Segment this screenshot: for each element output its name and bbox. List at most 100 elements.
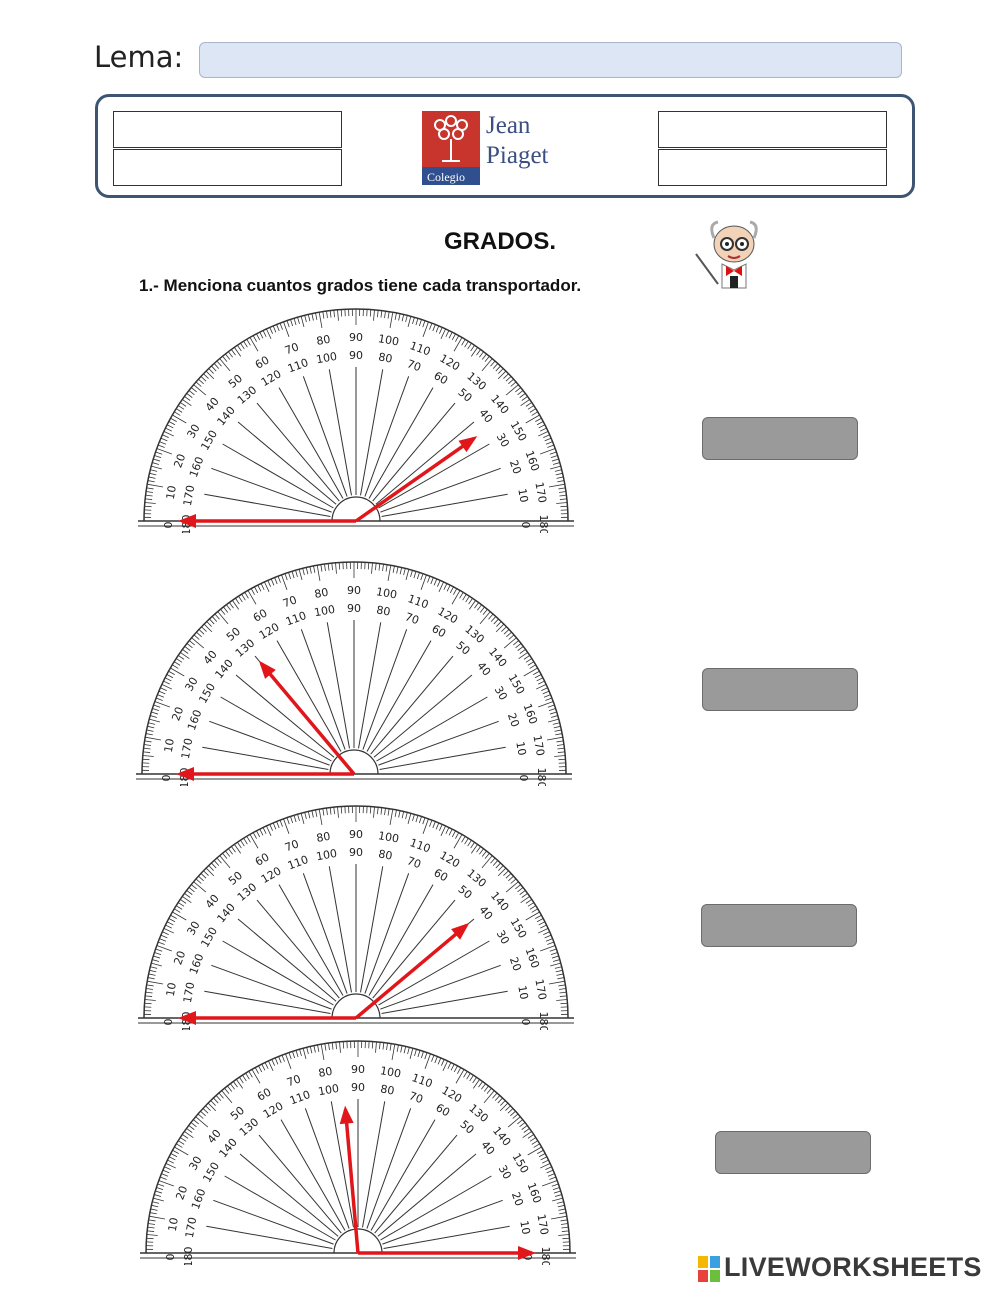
protractor-inner-label: 40 xyxy=(478,1139,497,1158)
protractor-outer-label: 40 xyxy=(205,1127,224,1146)
protractor-inner-label: 10 xyxy=(517,1220,532,1236)
protractor-outer-label: 0 xyxy=(162,1019,175,1026)
header-box xyxy=(95,94,915,198)
protractor-outer-label: 90 xyxy=(349,828,363,841)
protractor-inner-label: 170 xyxy=(181,981,197,1004)
protractor-inner-label: 170 xyxy=(179,737,195,760)
protractor-inner-label: 40 xyxy=(474,660,493,679)
angle-ray xyxy=(354,924,468,1020)
protractor-outer-label: 100 xyxy=(377,332,400,348)
protractor-outer-label: 20 xyxy=(171,452,188,470)
protractor-outer-label: 0 xyxy=(160,775,173,782)
protractor-inner-label: 180 xyxy=(182,1247,195,1266)
right-top-field[interactable] xyxy=(658,111,887,148)
lema-input[interactable] xyxy=(199,42,902,78)
protractor-inner-label: 20 xyxy=(509,1190,526,1208)
protractor-inner-label: 90 xyxy=(349,846,363,859)
arrow-head-icon xyxy=(339,1105,354,1125)
protractor-1: 0180101702016030150401405013060120701108… xyxy=(138,308,574,533)
protractor-outer-label: 80 xyxy=(313,586,329,601)
protractor-inner-label: 70 xyxy=(403,610,421,627)
protractor-outer-label: 60 xyxy=(255,1085,274,1103)
protractor-outer-label: 80 xyxy=(315,333,331,348)
protractor-inner-label: 150 xyxy=(198,925,220,950)
protractor-inner-label: 100 xyxy=(313,603,336,619)
protractor-inner-label: 20 xyxy=(507,458,524,476)
protractor-outer-label: 90 xyxy=(349,331,363,344)
right-bottom-field[interactable] xyxy=(658,149,887,186)
protractor-inner-label: 0 xyxy=(519,522,532,529)
left-bottom-field[interactable] xyxy=(113,149,342,186)
protractor-inner-label: 150 xyxy=(200,1160,222,1185)
arrow-head-icon xyxy=(451,922,470,940)
protractor-inner-label: 50 xyxy=(453,639,472,658)
protractor-outer-label: 180 xyxy=(537,1012,550,1031)
protractor-outer-label: 30 xyxy=(186,1154,204,1173)
protractor-outer-label: 10 xyxy=(164,484,179,500)
protractor-outer-label: 110 xyxy=(408,836,432,855)
protractor-outer-label: 50 xyxy=(224,625,243,644)
protractor-outer-label: 70 xyxy=(285,1072,303,1089)
answer-box-1[interactable] xyxy=(702,417,858,460)
answer-box-2[interactable] xyxy=(702,668,858,711)
protractor-outer-label: 170 xyxy=(530,734,546,757)
protractor-outer-label: 40 xyxy=(203,892,222,911)
protractor-inner-label: 90 xyxy=(347,602,361,615)
protractor-inner-label: 160 xyxy=(187,952,206,976)
protractor-outer-label: 10 xyxy=(164,981,179,997)
protractor-outer-label: 40 xyxy=(201,648,220,667)
answer-box-4[interactable] xyxy=(715,1131,871,1174)
liveworksheets-logo-icon xyxy=(698,1256,720,1282)
protractor-inner-label: 100 xyxy=(315,847,338,863)
protractor-inner-label: 160 xyxy=(185,708,204,732)
school-logo: Colegio Jean Piaget xyxy=(422,111,549,185)
logo-line1: Jean xyxy=(486,112,531,139)
protractor-inner-label: 0 xyxy=(517,775,530,782)
angle-ray xyxy=(354,436,475,523)
logo-line2: Piaget xyxy=(486,142,549,169)
arrow-head-icon xyxy=(178,514,196,528)
protractor-outer-label: 100 xyxy=(375,585,398,601)
arrow-head-icon xyxy=(458,436,478,453)
protractor-inner-label: 160 xyxy=(187,455,206,479)
logo-caption: Colegio xyxy=(427,170,465,184)
protractor-outer-label: 20 xyxy=(171,949,188,967)
protractor-outer-label: 60 xyxy=(253,353,272,371)
page-title: GRADOS. xyxy=(443,228,556,255)
protractor-inner-label: 50 xyxy=(455,386,474,405)
protractor-outer-label: 110 xyxy=(406,592,430,611)
protractor-3: 0180101702016030150401405013060120701108… xyxy=(138,805,574,1031)
protractor-outer-label: 110 xyxy=(408,339,432,358)
protractor-inner-label: 110 xyxy=(288,1088,312,1107)
professor-mascot-icon xyxy=(695,220,758,289)
protractor-inner-label: 60 xyxy=(431,369,450,387)
protractor-inner-label: 100 xyxy=(317,1082,340,1098)
protractor-inner-label: 110 xyxy=(286,853,310,872)
protractor-inner-label: 10 xyxy=(513,741,528,757)
angle-ray xyxy=(260,662,356,776)
protractor-outer-label: 70 xyxy=(283,837,301,854)
protractor-inner-label: 150 xyxy=(198,428,220,453)
protractor-outer-label: 50 xyxy=(228,1104,247,1123)
protractor-inner-label: 150 xyxy=(196,681,218,706)
protractor-inner-label: 30 xyxy=(496,1163,514,1182)
protractor-inner-label: 10 xyxy=(515,985,530,1001)
left-top-field[interactable] xyxy=(113,111,342,148)
protractor-outer-label: 0 xyxy=(164,1254,177,1261)
protractor-outer-label: 180 xyxy=(535,768,548,787)
arrow-head-icon xyxy=(176,767,194,781)
answer-box-3[interactable] xyxy=(701,904,857,947)
protractor-outer-label: 160 xyxy=(524,1181,543,1205)
protractor-outer-label: 20 xyxy=(169,705,186,723)
protractor-inner-label: 70 xyxy=(405,854,423,871)
lema-label: Lema: xyxy=(94,40,184,74)
protractor-inner-label: 110 xyxy=(284,609,308,628)
protractor-outer-label: 10 xyxy=(162,737,177,753)
protractor-inner-label: 90 xyxy=(351,1081,365,1094)
protractor-inner-label: 60 xyxy=(429,622,448,640)
protractor-outer-label: 30 xyxy=(184,919,202,938)
protractor-inner-label: 20 xyxy=(505,711,522,729)
protractor-inner-label: 160 xyxy=(189,1187,208,1211)
protractor-inner-label: 30 xyxy=(494,928,512,947)
protractor-inner-label: 50 xyxy=(457,1118,476,1137)
